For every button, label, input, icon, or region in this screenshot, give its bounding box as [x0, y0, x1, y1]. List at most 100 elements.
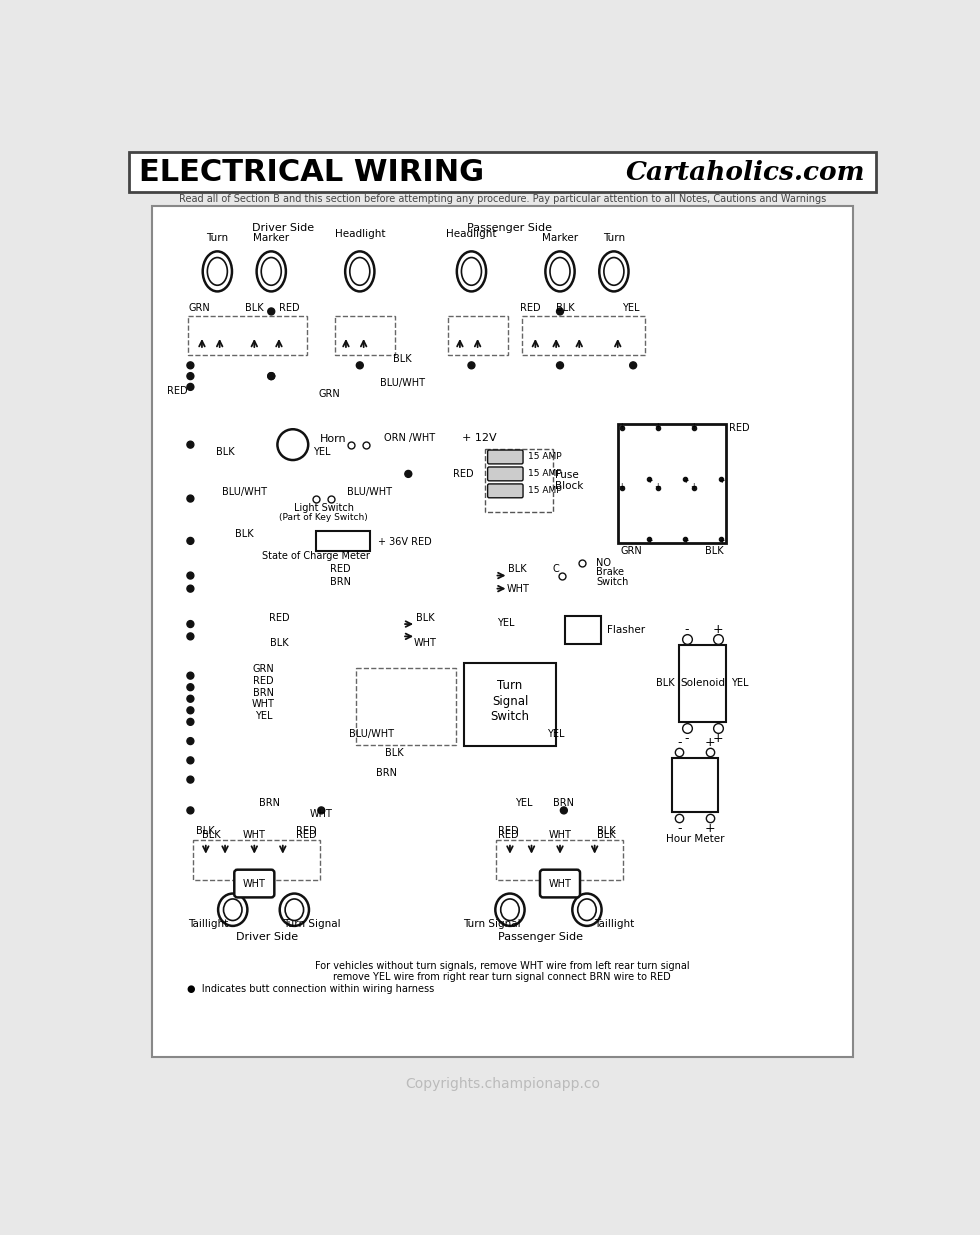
Text: Marker: Marker	[253, 232, 289, 242]
Text: Horn: Horn	[319, 435, 346, 445]
Bar	[679, 645, 725, 721]
Text: +: +	[690, 482, 697, 490]
Text: Brake: Brake	[596, 567, 624, 578]
Text: BLK: BLK	[597, 826, 615, 836]
Circle shape	[268, 373, 274, 379]
Circle shape	[268, 308, 274, 315]
Text: YEL: YEL	[731, 678, 748, 688]
Text: +: +	[705, 736, 715, 750]
Circle shape	[187, 632, 194, 640]
Text: GRN: GRN	[318, 389, 340, 399]
Text: BLK: BLK	[216, 447, 234, 457]
Text: State of Charge Meter: State of Charge Meter	[262, 551, 369, 561]
Circle shape	[187, 495, 194, 501]
Text: RED: RED	[278, 303, 299, 312]
Text: WHT: WHT	[252, 699, 275, 709]
Circle shape	[187, 373, 194, 379]
Text: 15 AMP: 15 AMP	[527, 452, 562, 462]
Text: Turn Signal: Turn Signal	[463, 919, 520, 929]
Circle shape	[557, 308, 564, 315]
Text: Fuse: Fuse	[555, 471, 578, 480]
Circle shape	[187, 672, 194, 679]
Text: RED: RED	[498, 830, 518, 840]
Text: +: +	[654, 482, 661, 490]
FancyBboxPatch shape	[488, 484, 523, 498]
Text: RED: RED	[520, 303, 541, 312]
Text: ELECTRICAL WIRING: ELECTRICAL WIRING	[139, 158, 484, 186]
Text: ORN /WHT: ORN /WHT	[384, 432, 435, 442]
Text: Solenoid: Solenoid	[680, 678, 725, 688]
Text: BLK: BLK	[705, 546, 723, 556]
Circle shape	[187, 383, 194, 390]
Text: Copyrights.championapp.co: Copyrights.championapp.co	[405, 1077, 600, 1091]
Circle shape	[187, 537, 194, 545]
Text: Marker: Marker	[542, 232, 578, 242]
Bar	[152, 206, 853, 1057]
Text: +: +	[618, 482, 625, 490]
FancyBboxPatch shape	[488, 450, 523, 464]
Text: Driver Side: Driver Side	[236, 932, 299, 942]
Text: BLK: BLK	[235, 529, 254, 538]
Text: YEL: YEL	[313, 447, 330, 457]
Text: RED: RED	[498, 826, 518, 836]
Text: Turn: Turn	[497, 679, 522, 692]
Text: WHT: WHT	[414, 638, 437, 648]
Bar	[335, 316, 395, 354]
Bar	[522, 316, 646, 354]
Text: remove YEL wire from right rear turn signal connect BRN wire to RED: remove YEL wire from right rear turn sig…	[333, 972, 671, 983]
Text: WHT: WHT	[549, 878, 571, 888]
Text: +: +	[682, 536, 689, 545]
Text: RED: RED	[253, 676, 273, 685]
Text: Turn: Turn	[206, 232, 228, 242]
Text: RED: RED	[729, 422, 750, 432]
Text: RED: RED	[269, 613, 289, 622]
Circle shape	[187, 695, 194, 703]
Text: +: +	[718, 536, 725, 545]
Text: BLK: BLK	[245, 303, 264, 312]
Text: BRN: BRN	[376, 768, 397, 778]
Bar	[193, 840, 319, 879]
Circle shape	[187, 757, 194, 763]
Text: (Part of Key Switch): (Part of Key Switch)	[279, 513, 368, 521]
Text: Switch: Switch	[490, 710, 529, 722]
Text: Taillight: Taillight	[188, 919, 228, 929]
Text: Signal: Signal	[492, 694, 528, 708]
Text: + 36V RED: + 36V RED	[377, 537, 431, 547]
Text: BLK: BLK	[196, 826, 216, 836]
Bar	[485, 448, 553, 511]
Circle shape	[318, 806, 324, 814]
Text: BLK: BLK	[385, 748, 404, 758]
Text: C: C	[553, 564, 560, 574]
Text: BLU/WHT: BLU/WHT	[349, 729, 394, 740]
Text: YEL: YEL	[548, 729, 564, 740]
Text: + 12V: + 12V	[462, 432, 497, 442]
Text: GRN: GRN	[620, 546, 643, 556]
Text: +: +	[654, 422, 661, 431]
FancyBboxPatch shape	[488, 467, 523, 480]
Circle shape	[357, 362, 364, 369]
Bar	[565, 616, 601, 645]
Text: For vehicles without turn signals, remove WHT wire from left rear turn signal: For vehicles without turn signals, remov…	[315, 961, 690, 971]
Text: GRN: GRN	[253, 664, 274, 674]
Text: 15 AMP: 15 AMP	[527, 487, 562, 495]
Bar	[464, 662, 557, 746]
Text: -: -	[677, 823, 682, 835]
Text: +: +	[712, 732, 723, 745]
Circle shape	[561, 806, 567, 814]
Text: BRN: BRN	[554, 799, 574, 809]
Text: BRN: BRN	[330, 577, 351, 587]
Text: BLU/WHT: BLU/WHT	[379, 378, 424, 388]
Circle shape	[187, 572, 194, 579]
Text: -: -	[685, 732, 689, 745]
Bar	[671, 758, 717, 811]
Circle shape	[187, 684, 194, 690]
Text: BLU/WHT: BLU/WHT	[347, 487, 392, 496]
Circle shape	[468, 362, 475, 369]
Text: Cartaholics.com: Cartaholics.com	[626, 159, 865, 184]
Text: Headlight: Headlight	[334, 230, 385, 240]
Circle shape	[187, 776, 194, 783]
Text: BLK: BLK	[270, 638, 288, 648]
Text: Headlight: Headlight	[446, 230, 497, 240]
Text: GRN: GRN	[189, 303, 211, 312]
Text: YEL: YEL	[255, 710, 272, 721]
